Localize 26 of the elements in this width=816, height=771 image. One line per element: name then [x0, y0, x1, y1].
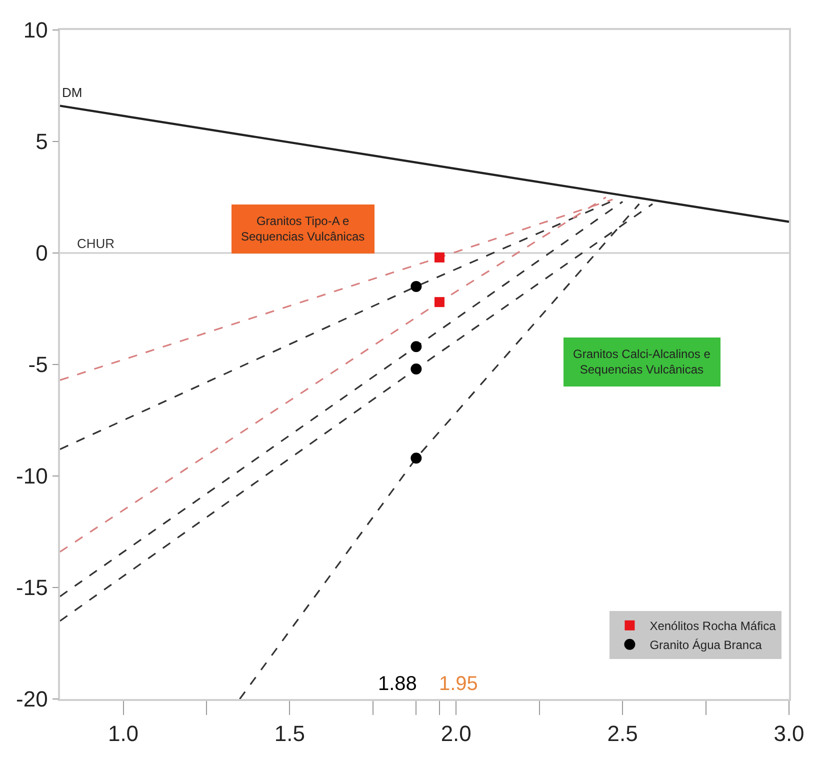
- y-tick-label: 0: [36, 240, 48, 266]
- y-tick-label: -5: [28, 352, 48, 378]
- series-label: DM: [62, 85, 82, 100]
- x-tick-label: 1.5: [274, 721, 305, 746]
- point: [410, 363, 422, 374]
- y-tick-label: -20: [16, 686, 48, 712]
- x-tick-label: 2.5: [607, 721, 638, 746]
- y-tick-label: 10: [23, 18, 48, 43]
- legend-label: Xenólitos Rocha Máfica: [650, 619, 776, 634]
- legend-label: Granito Água Branca: [650, 638, 762, 652]
- y-tick-label: 5: [36, 129, 48, 154]
- annotation: 1.88: [378, 673, 417, 695]
- y-tick-label: -15: [16, 575, 48, 600]
- point: [410, 452, 422, 464]
- point: [434, 297, 444, 308]
- x-tick-label: 2.0: [440, 721, 472, 746]
- ref-line-label: CHUR: [77, 236, 115, 251]
- y-tick-label: -10: [16, 464, 48, 489]
- x-tick-label: 1.0: [108, 721, 139, 746]
- point: [410, 341, 422, 352]
- point: [410, 280, 422, 292]
- x-tick-label: 3.0: [774, 721, 804, 746]
- point: [434, 252, 444, 262]
- annotation: Granitos Tipo-A e Sequencias Vulcânicas: [241, 214, 365, 244]
- annotation: 1.95: [439, 673, 478, 695]
- annotation: Granitos Calci-Alcalinos e Sequencias Vulcânicas: [573, 347, 711, 377]
